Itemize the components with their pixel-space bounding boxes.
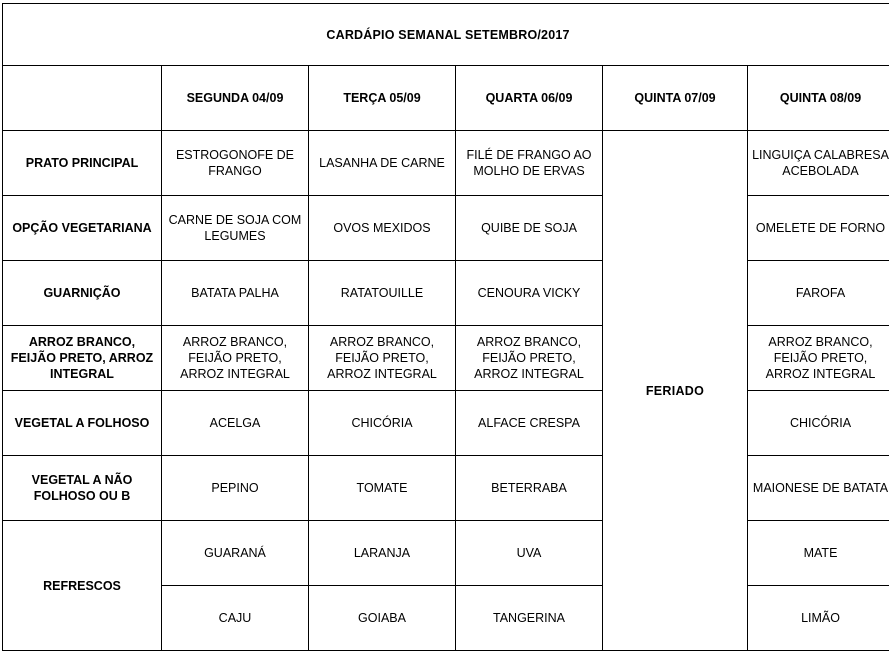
cell-guarnicao-quarta: CENOURA VICKY	[456, 261, 603, 326]
page-title: CARDÁPIO SEMANAL SETEMBRO/2017	[3, 4, 889, 66]
weekly-menu-table: CARDÁPIO SEMANAL SETEMBRO/2017 SEGUNDA 0…	[2, 3, 889, 651]
table-row: VEGETAL A FOLHOSO ACELGA CHICÓRIA ALFACE…	[3, 391, 889, 456]
cell-opcao-vegetariana-segunda: CARNE DE SOJA COM LEGUMES	[162, 196, 309, 261]
cell-guarnicao-segunda: BATATA PALHA	[162, 261, 309, 326]
row-label-prato-principal: PRATO PRINCIPAL	[3, 131, 162, 196]
cell-vegetal-nao-folhoso-terca: TOMATE	[309, 456, 456, 521]
column-header-quinta-08: QUINTA 08/09	[748, 66, 889, 131]
table-row: VEGETAL A NÃO FOLHOSO OU B PEPINO TOMATE…	[3, 456, 889, 521]
cell-opcao-vegetariana-quinta-08: OMELETE DE FORNO	[748, 196, 889, 261]
table-row: OPÇÃO VEGETARIANA CARNE DE SOJA COM LEGU…	[3, 196, 889, 261]
cell-prato-principal-segunda: ESTROGONOFE DE FRANGO	[162, 131, 309, 196]
cell-vegetal-folhoso-segunda: ACELGA	[162, 391, 309, 456]
row-label-arroz-feijao: ARROZ BRANCO, FEIJÃO PRETO, ARROZ INTEGR…	[3, 326, 162, 391]
cell-arroz-feijao-quarta: ARROZ BRANCO, FEIJÃO PRETO, ARROZ INTEGR…	[456, 326, 603, 391]
row-label-vegetal-a-folhoso: VEGETAL A FOLHOSO	[3, 391, 162, 456]
cell-vegetal-nao-folhoso-quarta: BETERRABA	[456, 456, 603, 521]
cell-opcao-vegetariana-terca: OVOS MEXIDOS	[309, 196, 456, 261]
cell-guarnicao-terca: RATATOUILLE	[309, 261, 456, 326]
cell-prato-principal-quarta: FILÉ DE FRANGO AO MOLHO DE ERVAS	[456, 131, 603, 196]
table-header-row: SEGUNDA 04/09 TERÇA 05/09 QUARTA 06/09 Q…	[3, 66, 889, 131]
table-row: PRATO PRINCIPAL ESTROGONOFE DE FRANGO LA…	[3, 131, 889, 196]
header-corner-blank	[3, 66, 162, 131]
cell-prato-principal-terca: LASANHA DE CARNE	[309, 131, 456, 196]
cell-arroz-feijao-segunda: ARROZ BRANCO, FEIJÃO PRETO, ARROZ INTEGR…	[162, 326, 309, 391]
cell-opcao-vegetariana-quarta: QUIBE DE SOJA	[456, 196, 603, 261]
cell-refrescos-2-quinta-08: LIMÃO	[748, 586, 889, 651]
column-header-quinta-07: QUINTA 07/09	[603, 66, 748, 131]
row-label-guarnicao: GUARNIÇÃO	[3, 261, 162, 326]
row-label-vegetal-nao-folhoso: VEGETAL A NÃO FOLHOSO OU B	[3, 456, 162, 521]
cell-feriado-quinta-07: FERIADO	[603, 131, 748, 651]
title-row: CARDÁPIO SEMANAL SETEMBRO/2017	[3, 4, 889, 66]
cell-refrescos-1-segunda: GUARANÁ	[162, 521, 309, 586]
cell-vegetal-nao-folhoso-quinta-08: MAIONESE DE BATATA	[748, 456, 889, 521]
cell-arroz-feijao-quinta-08: ARROZ BRANCO, FEIJÃO PRETO, ARROZ INTEGR…	[748, 326, 889, 391]
cell-refrescos-2-quarta: TANGERINA	[456, 586, 603, 651]
cell-arroz-feijao-terca: ARROZ BRANCO, FEIJÃO PRETO, ARROZ INTEGR…	[309, 326, 456, 391]
row-label-refrescos: REFRESCOS	[3, 521, 162, 651]
column-header-quarta: QUARTA 06/09	[456, 66, 603, 131]
cell-vegetal-folhoso-quarta: ALFACE CRESPA	[456, 391, 603, 456]
cell-vegetal-folhoso-terca: CHICÓRIA	[309, 391, 456, 456]
cell-refrescos-1-quinta-08: MATE	[748, 521, 889, 586]
table-row: GUARNIÇÃO BATATA PALHA RATATOUILLE CENOU…	[3, 261, 889, 326]
cell-refrescos-2-terca: GOIABA	[309, 586, 456, 651]
cell-vegetal-folhoso-quinta-08: CHICÓRIA	[748, 391, 889, 456]
cell-prato-principal-quinta-08: LINGUIÇA CALABRESA ACEBOLADA	[748, 131, 889, 196]
table-row: ARROZ BRANCO, FEIJÃO PRETO, ARROZ INTEGR…	[3, 326, 889, 391]
menu-page: CARDÁPIO SEMANAL SETEMBRO/2017 SEGUNDA 0…	[0, 0, 889, 602]
cell-guarnicao-quinta-08: FAROFA	[748, 261, 889, 326]
row-label-opcao-vegetariana: OPÇÃO VEGETARIANA	[3, 196, 162, 261]
cell-refrescos-2-segunda: CAJU	[162, 586, 309, 651]
table-row: REFRESCOS GUARANÁ LARANJA UVA MATE	[3, 521, 889, 586]
cell-refrescos-1-quarta: UVA	[456, 521, 603, 586]
column-header-terca: TERÇA 05/09	[309, 66, 456, 131]
cell-refrescos-1-terca: LARANJA	[309, 521, 456, 586]
column-header-segunda: SEGUNDA 04/09	[162, 66, 309, 131]
cell-vegetal-nao-folhoso-segunda: PEPINO	[162, 456, 309, 521]
